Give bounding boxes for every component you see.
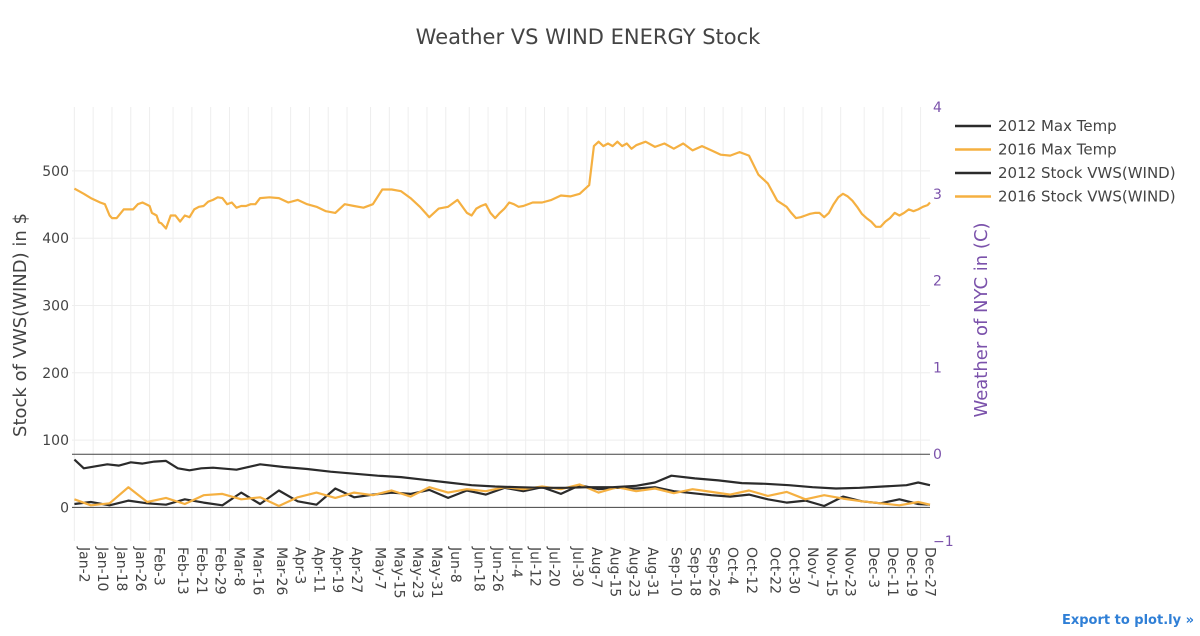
x-tick-label: Oct-22: [766, 547, 782, 594]
x-tick-label: Mar-26: [273, 547, 289, 595]
legend-item[interactable]: 2016 Stock VWS(WIND): [955, 188, 1176, 206]
y-tick-label: 500: [42, 164, 69, 180]
series-line-4: [73, 140, 931, 230]
x-tick-label: Feb-21: [193, 547, 209, 595]
y2-tick-label: 2: [933, 274, 942, 290]
x-axis: Jan-2 Jan-10 Jan-18 Jan-26 Feb-3 Feb-13 Feb-21…: [75, 546, 937, 599]
x-tick-label: Jan-2: [75, 546, 91, 583]
x-tick-label: Sep-10: [668, 547, 684, 596]
x-tick-label: Nov-23: [842, 547, 858, 597]
y-tick-label: 200: [42, 366, 69, 382]
x-tick-label: Dec-3: [865, 547, 881, 588]
x-tick-label: Feb-13: [174, 547, 190, 595]
grid: [72, 107, 930, 541]
x-tick-label: Jun-26: [489, 546, 505, 592]
x-tick-label: Aug-15: [607, 547, 623, 597]
right-axis: −1 0 1 2 3 4: [933, 100, 954, 550]
x-tick-label: Aug-7: [588, 547, 604, 588]
legend-item[interactable]: 2016 Max Temp: [955, 141, 1117, 159]
y2-tick-label: 3: [933, 187, 942, 203]
x-tick-label: Nov-7: [804, 547, 820, 588]
legend: 2012 Max Temp 2016 Max Temp 2012 Stock VWS…: [955, 117, 1176, 206]
x-tick-label: Mar-8: [230, 547, 246, 586]
x-tick-label: Oct-12: [743, 547, 759, 594]
x-tick-label: Apr-19: [329, 547, 345, 593]
legend-label: 2012 Max Temp: [998, 117, 1117, 135]
x-tick-label: Dec-27: [922, 547, 938, 597]
x-tick-label: Jan-26: [132, 546, 148, 592]
y-tick-label: 400: [42, 231, 69, 247]
series-line-3: [73, 458, 931, 490]
x-tick-label: May-31: [428, 547, 444, 599]
legend-label: 2016 Max Temp: [998, 141, 1117, 159]
y-tick-label: 100: [42, 433, 69, 449]
legend-label: 2016 Stock VWS(WIND): [998, 188, 1176, 206]
x-tick-label: Apr-3: [292, 547, 308, 584]
x-tick-label: Jul-30: [569, 546, 585, 587]
x-tick-label: May-23: [409, 547, 425, 599]
legend-item[interactable]: 2012 Stock VWS(WIND): [955, 164, 1176, 182]
x-tick-label: Jul-12: [527, 546, 543, 587]
x-tick-label: Jul-4: [508, 546, 524, 578]
x-tick-label: Jun-8: [447, 546, 463, 583]
x-tick-label: May-7: [372, 547, 388, 590]
x-tick-label: Aug-23: [625, 547, 641, 597]
x-tick-label: Jun-18: [470, 546, 486, 592]
x-tick-label: Oct-30: [785, 547, 801, 594]
legend-label: 2012 Stock VWS(WIND): [998, 164, 1176, 182]
x-tick-label: May-15: [390, 547, 406, 599]
right-axis-title: Weather of NYC in (C): [971, 222, 992, 417]
y2-tick-label: 1: [933, 360, 942, 376]
x-tick-label: Dec-19: [903, 547, 919, 597]
y2-tick-label: 0: [933, 447, 942, 463]
y2-tick-label: 4: [933, 100, 942, 116]
chart-title: Weather VS WIND ENERGY Stock: [416, 25, 762, 49]
x-tick-label: Jul-20: [545, 546, 561, 587]
export-link[interactable]: Export to plot.ly »: [1061, 613, 1194, 628]
x-tick-label: Aug-31: [644, 547, 660, 597]
x-tick-label: Jan-18: [113, 546, 129, 591]
x-tick-label: Apr-27: [348, 547, 364, 593]
y2-tick-label: −1: [933, 534, 954, 550]
x-tick-label: Nov-15: [823, 547, 839, 597]
x-tick-label: Dec-11: [884, 547, 900, 597]
y-tick-label: 300: [42, 298, 69, 314]
left-axis-title: Stock of VWS(WIND) in $: [10, 213, 31, 437]
x-tick-label: Jan-10: [94, 546, 110, 591]
y-tick-label: 0: [60, 500, 69, 516]
x-tick-label: Mar-16: [249, 547, 265, 595]
x-tick-label: Feb-29: [212, 547, 228, 595]
x-tick-label: Sep-26: [705, 547, 721, 596]
series-layer: [73, 140, 931, 508]
x-tick-label: Oct-4: [724, 547, 740, 585]
x-tick-label: Feb-3: [151, 547, 167, 586]
x-tick-label: Sep-18: [687, 547, 703, 596]
left-axis: 0 100 200 300 400 500: [42, 164, 69, 516]
zero-lines: [72, 453, 930, 508]
x-tick-label: Apr-11: [310, 547, 326, 593]
legend-item[interactable]: 2012 Max Temp: [955, 117, 1117, 135]
